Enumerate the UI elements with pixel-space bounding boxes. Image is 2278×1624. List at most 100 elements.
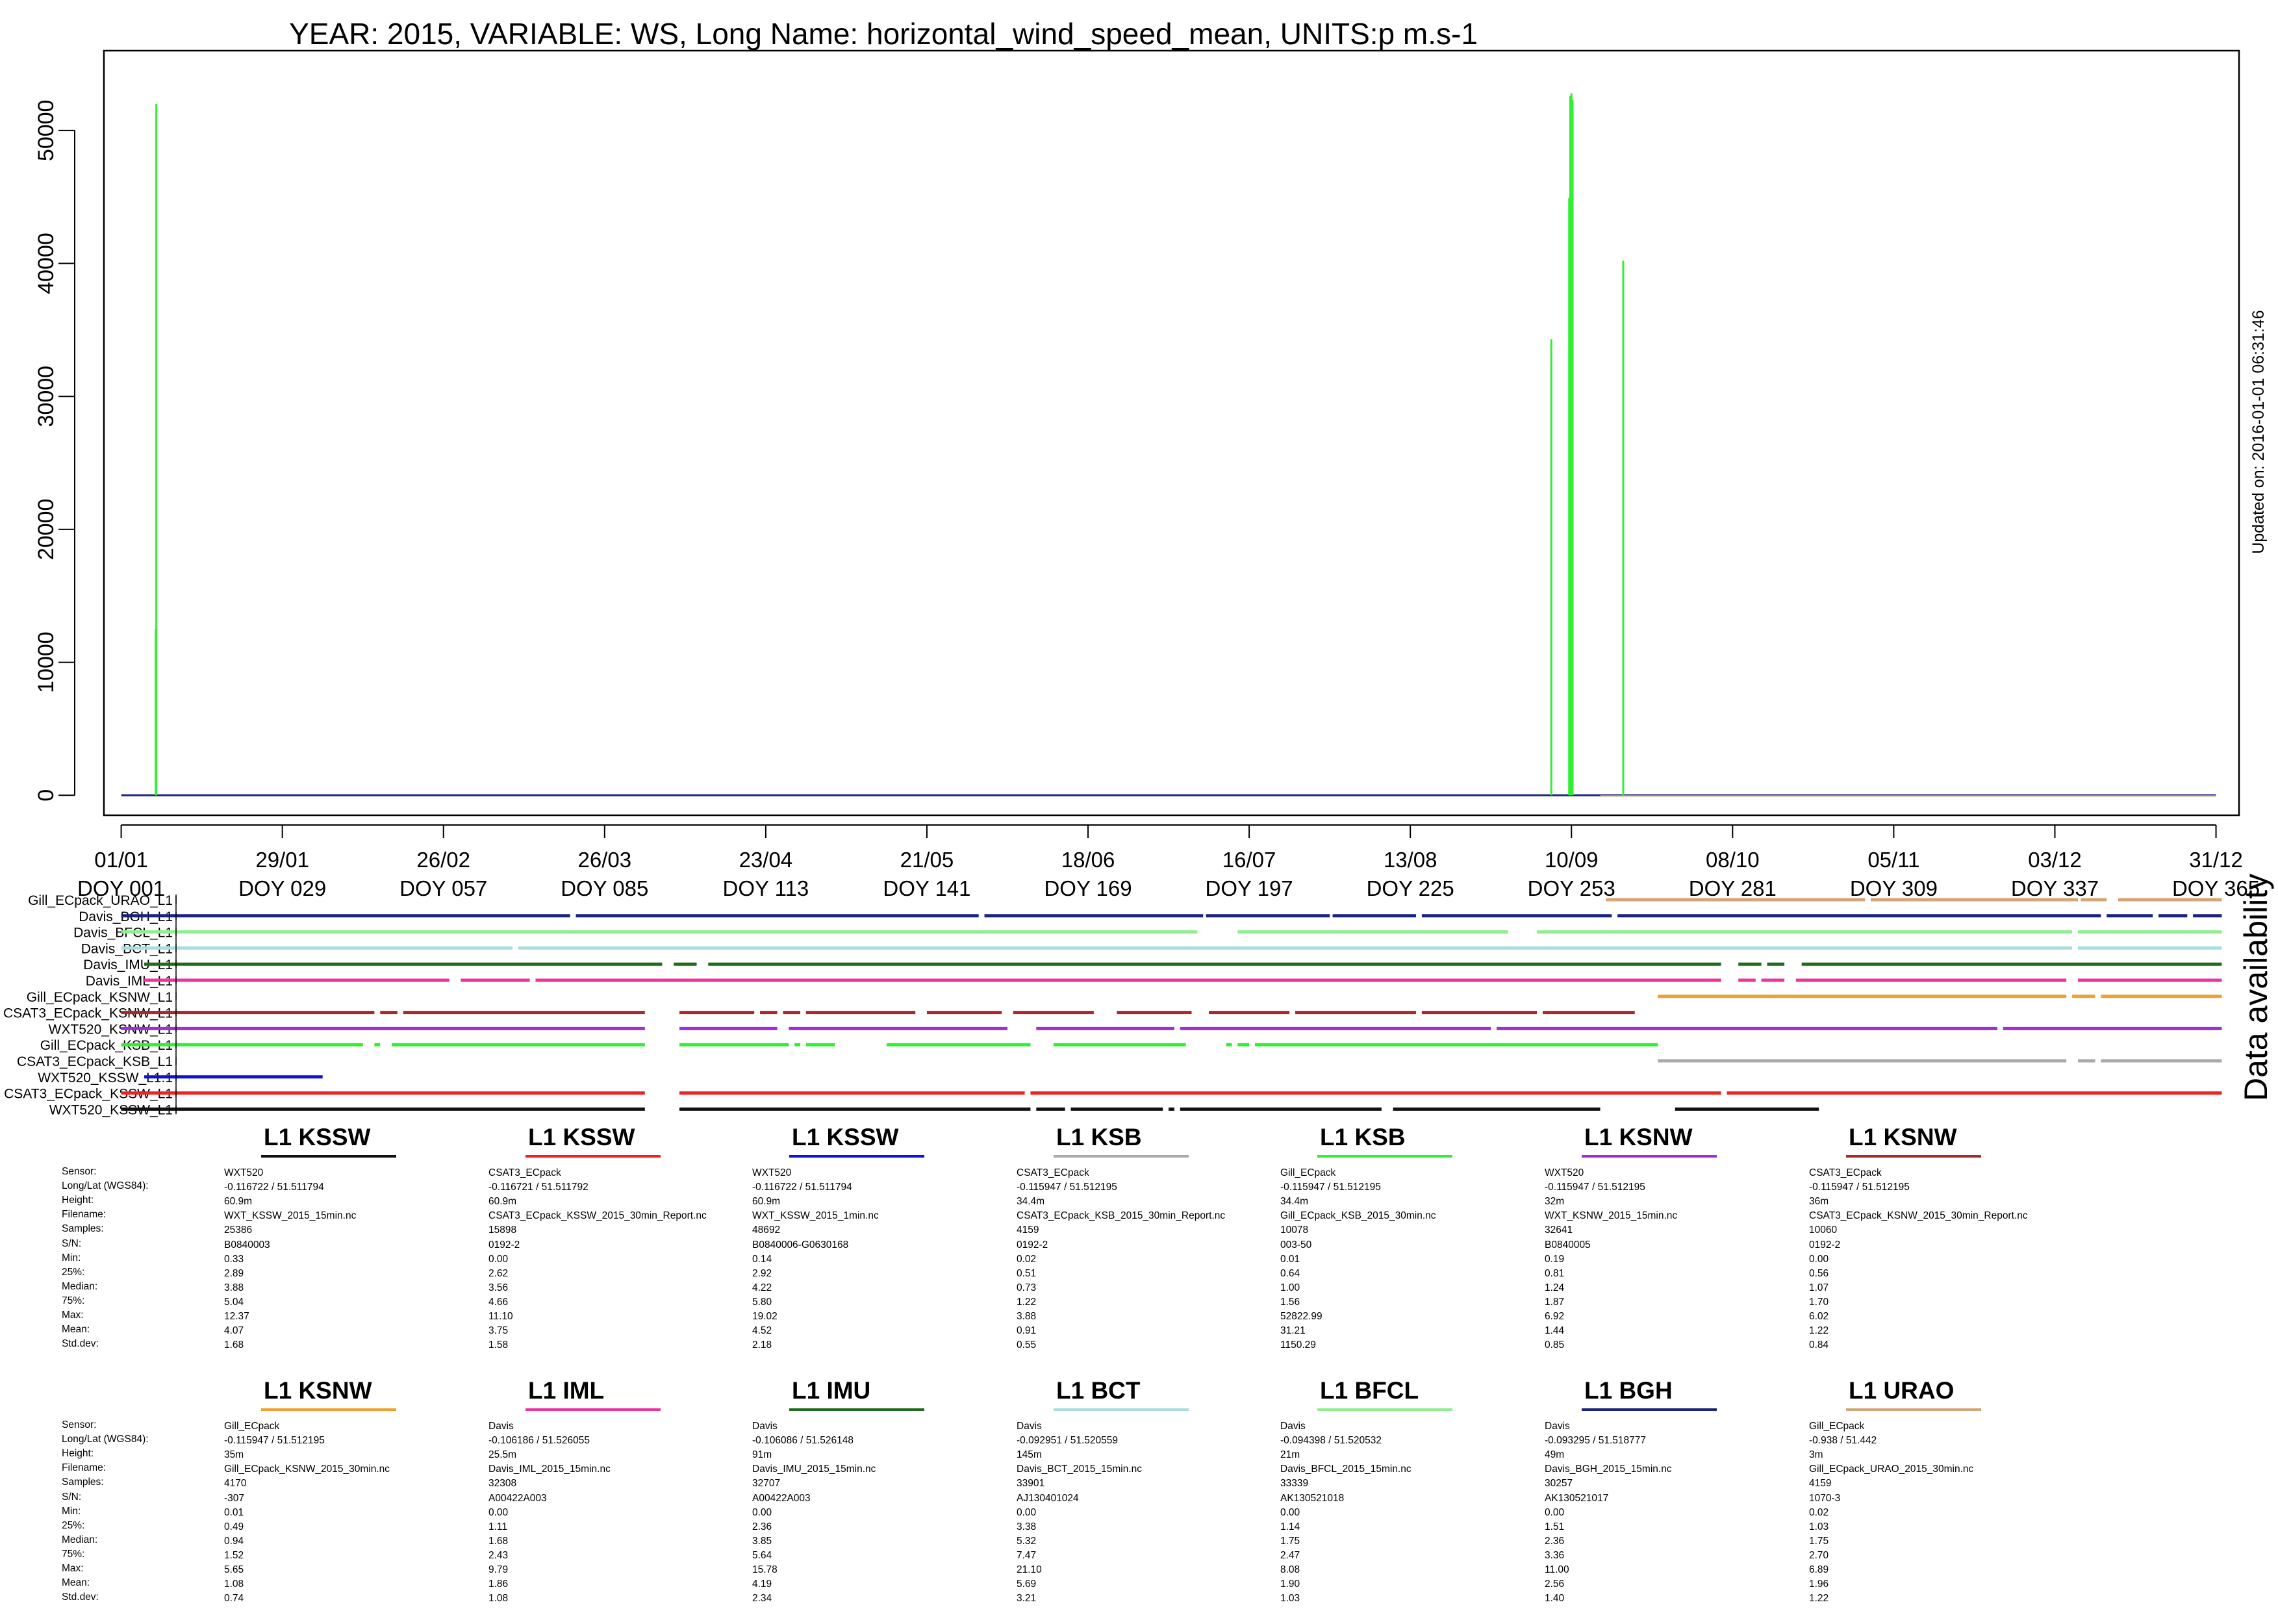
- field-value: 5.69: [1017, 1579, 1037, 1590]
- sensor-card-title: L1 KSNW: [1582, 1124, 1721, 1158]
- x-tick-doy: DOY 169: [1044, 876, 1132, 900]
- field-label: Median:: [62, 1534, 98, 1545]
- field-value: 1.14: [1280, 1521, 1300, 1532]
- sensor-card: L1 KSSW CSAT3_ECpack -0.116721 / 51.511792…: [320, 1124, 742, 1371]
- sensor-card-color-swatch: [525, 1155, 661, 1158]
- sensor-card: L1 IMU Davis -0.106086 / 51.526148 91m Davis…: [583, 1377, 1006, 1624]
- field-value: 0.00: [1809, 1253, 1829, 1265]
- sensor-card-color-swatch: [1582, 1408, 1717, 1411]
- field-value: 2.56: [1545, 1579, 1565, 1590]
- field-value: 36m: [1809, 1196, 1829, 1208]
- field-value: A00422A003: [488, 1492, 547, 1504]
- field-value: 91m: [752, 1449, 772, 1461]
- sensor-card: L1 KSNW WXT520 -0.115947 / 51.512195 32m WXT…: [1376, 1124, 1798, 1371]
- field-value: 10078: [1280, 1224, 1309, 1236]
- field-label: Filename:: [62, 1462, 107, 1474]
- field-value: 1.58: [488, 1339, 509, 1351]
- field-value: 15898: [488, 1224, 517, 1236]
- sensor-card-title-text: L1 KSSW: [792, 1124, 899, 1150]
- field-label: Sensor:: [62, 1166, 97, 1177]
- field-value: CSAT3_ECpack_KSSW_2015_30min_Report.nc: [488, 1210, 707, 1222]
- sensor-card-title: L1 IML: [525, 1377, 664, 1411]
- field-label: Std.dev:: [62, 1592, 99, 1603]
- field-value: 4159: [1017, 1224, 1039, 1236]
- field-label: 75%:: [62, 1295, 85, 1306]
- field-value: 10060: [1809, 1224, 1838, 1236]
- y-tick-label: 0: [34, 789, 58, 802]
- field-value: Gill_ECpack_KSNW_2015_30min.nc: [224, 1464, 390, 1475]
- field-value: 2.36: [752, 1521, 772, 1532]
- field-value: 25386: [224, 1224, 253, 1236]
- field-value: 15.78: [752, 1564, 778, 1575]
- x-tick-doy: DOY 001: [77, 876, 165, 900]
- field-value: 1.00: [1280, 1282, 1300, 1293]
- field-value: 6.89: [1809, 1564, 1829, 1575]
- field-label: Std.dev:: [62, 1338, 99, 1350]
- field-value: 1.70: [1809, 1296, 1829, 1308]
- field-value: 0.81: [1545, 1267, 1565, 1279]
- field-label: S/N:: [62, 1237, 82, 1249]
- field-value: 5.32: [1017, 1535, 1037, 1547]
- field-value: 1.44: [1545, 1325, 1565, 1337]
- field-value: WXT520: [752, 1167, 792, 1178]
- field-value: 0.00: [488, 1253, 509, 1265]
- field-label: Long/Lat (WGS84):: [62, 1434, 149, 1445]
- field-value: Davis: [1017, 1421, 1042, 1432]
- updated-note: Updated on: 2016-01-01 06:31:46: [2249, 310, 2268, 553]
- field-value: -0.116722 / 51.511794: [752, 1182, 852, 1193]
- availability-row-label: WXT520_KSSW_L1: [49, 1102, 173, 1117]
- field-value: 1.51: [1545, 1521, 1565, 1532]
- field-value: 1.03: [1809, 1521, 1829, 1532]
- field-value: 0.33: [224, 1253, 244, 1265]
- field-value: 1.68: [224, 1339, 244, 1351]
- x-tick-doy: DOY 113: [723, 876, 809, 900]
- field-value: 0.84: [1809, 1339, 1829, 1351]
- field-value: 6.02: [1809, 1311, 1829, 1322]
- field-value: 2.92: [752, 1267, 772, 1279]
- field-value: 3.85: [752, 1535, 772, 1547]
- field-value: Davis: [1545, 1421, 1570, 1432]
- field-value: 1.08: [224, 1579, 244, 1590]
- availability-panel: Gill_ECpack_URAO_L1Davis_BGH_L1Davis_BFC…: [3, 893, 2222, 1117]
- field-value: 0.02: [1017, 1253, 1037, 1265]
- field-value: CSAT3_ECpack: [1809, 1167, 1882, 1178]
- field-value: 0192-2: [1809, 1239, 1841, 1250]
- sensor-card-title: L1 BFCL: [1317, 1377, 1456, 1411]
- sensor-card: L1 BGH Davis -0.093295 / 51.518777 49m Davis…: [1376, 1377, 1798, 1624]
- field-value: 0.00: [488, 1506, 509, 1518]
- field-value: Gill_ECpack: [1280, 1167, 1336, 1178]
- field-value: 32m: [1545, 1196, 1565, 1208]
- field-value: 7.47: [1017, 1549, 1037, 1561]
- field-value: -0.115947 / 51.512195: [1280, 1182, 1381, 1193]
- sensor-card-title: L1 KSSW: [525, 1124, 664, 1158]
- sensor-card-title-text: L1 KSNW: [1584, 1124, 1693, 1150]
- field-value: 0.74: [224, 1593, 244, 1605]
- sensor-card: L1 KSNW CSAT3_ECpack -0.115947 / 51.512195…: [1640, 1124, 2062, 1371]
- field-value: 34.4m: [1017, 1196, 1045, 1208]
- x-tick-date: 16/07: [1222, 848, 1276, 872]
- field-value: 1.90: [1280, 1579, 1300, 1590]
- field-value: 5.64: [752, 1549, 772, 1561]
- field-label: Long/Lat (WGS84):: [62, 1180, 149, 1192]
- field-value: 2.34: [752, 1593, 772, 1605]
- field-value: 9.79: [488, 1564, 509, 1575]
- x-tick-date: 31/12: [2189, 848, 2243, 872]
- field-value: 0.02: [1809, 1506, 1829, 1518]
- x-tick-doy: DOY 141: [883, 876, 970, 900]
- field-value: 49m: [1545, 1449, 1565, 1461]
- sensor-card: L1 KSSW Sensor: Long/Lat (WGS84): Height: Fi…: [55, 1124, 477, 1371]
- field-value: 4.19: [752, 1579, 772, 1590]
- field-value: 0.51: [1017, 1267, 1037, 1279]
- field-value: CSAT3_ECpack_KSB_2015_30min_Report.nc: [1017, 1210, 1226, 1222]
- field-label: Min:: [62, 1505, 81, 1517]
- x-axis: 01/01 DOY 001 29/01 DOY 029 26/02 DOY 057 26/0…: [77, 824, 2260, 900]
- sensor-card-title-text: L1 KSB: [1320, 1124, 1406, 1150]
- field-label: Median:: [62, 1280, 98, 1292]
- field-value: 1.07: [1809, 1282, 1829, 1293]
- sensor-card-title-text: L1 BGH: [1584, 1377, 1673, 1404]
- field-value: 3.56: [488, 1282, 509, 1293]
- field-value: 2.36: [1545, 1535, 1565, 1547]
- field-value: WXT_KSNW_2015_15min.nc: [1545, 1210, 1678, 1222]
- field-value: 60.9m: [224, 1196, 253, 1208]
- field-value: 1.96: [1809, 1579, 1829, 1590]
